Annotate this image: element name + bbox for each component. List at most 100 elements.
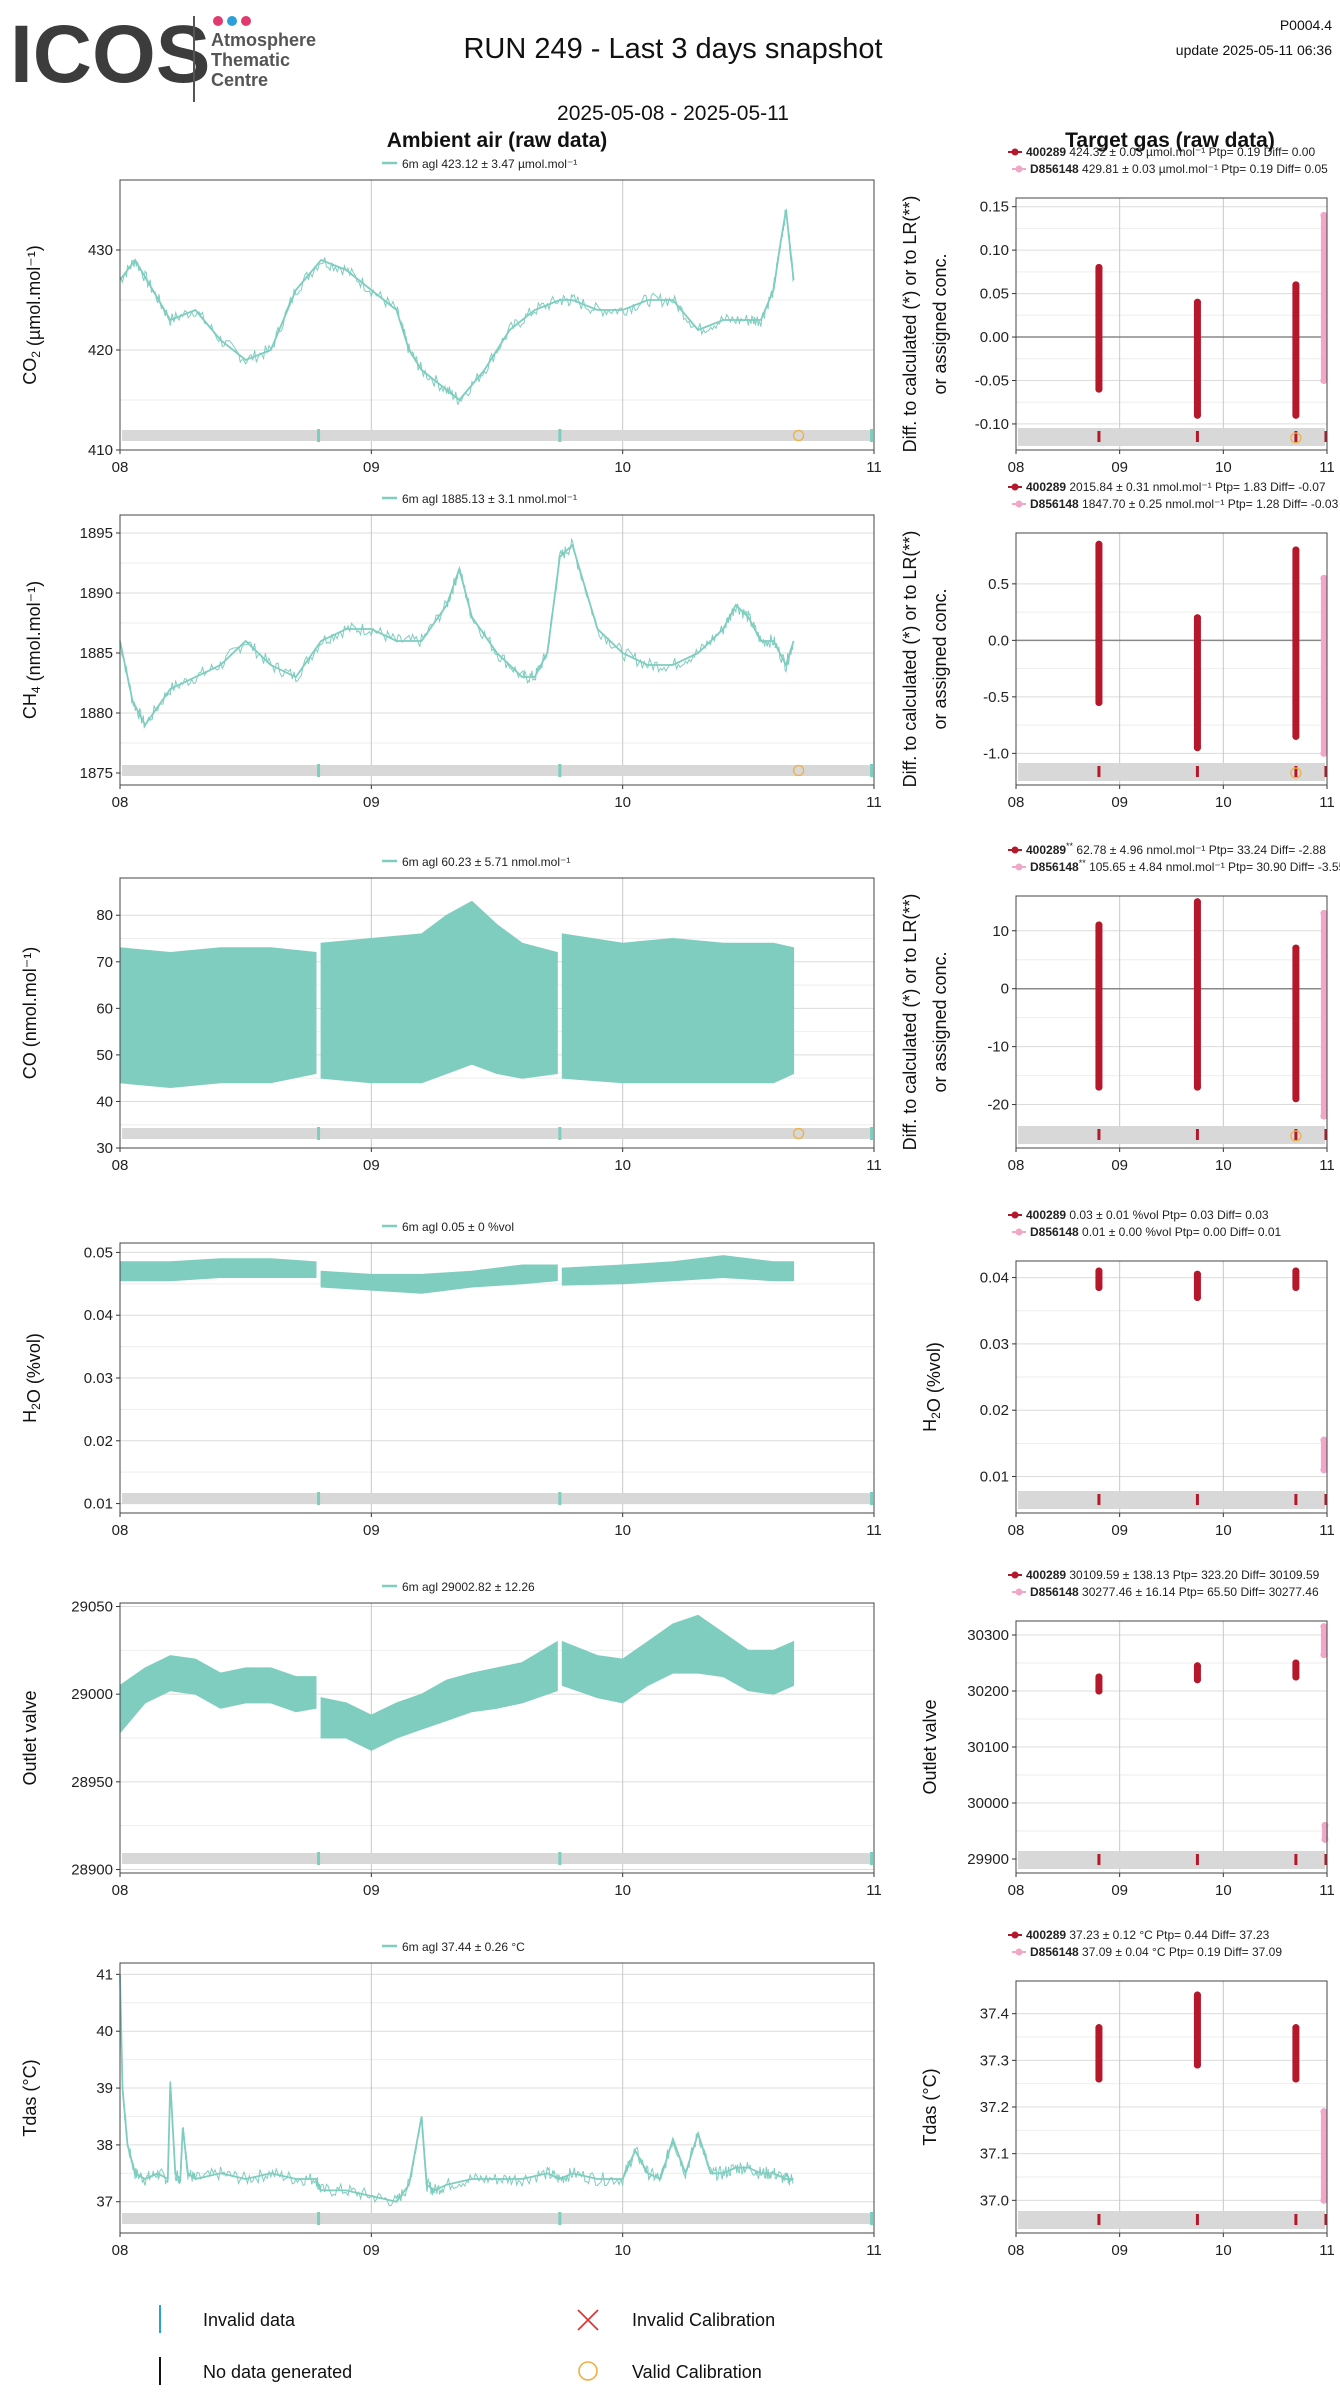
legend-tank-sup: ** <box>1066 841 1074 851</box>
y-tick-label: 30300 <box>967 1627 1009 1644</box>
y-tick-label: 37.1 <box>980 2146 1009 2163</box>
ambient-panel-co-ambient: 30 40 50 60 70 80 08 09 10 11 6m agl 60.23 ± 5.71 … <box>20 855 882 1174</box>
tank-series-point <box>1095 264 1103 272</box>
tank-series-point <box>1193 1991 1201 1999</box>
x-tick-label: 10 <box>1215 1157 1232 1174</box>
tank-series-point <box>1095 1267 1103 1275</box>
tank-series-point <box>1292 1659 1300 1667</box>
legend-tank-id: D856148 <box>1030 497 1079 511</box>
target-ylabel: Diff. to calculated (*) or to LR(**) <box>900 196 920 453</box>
ambient-series-envelope <box>119 1655 317 1735</box>
y-tick-label: 0.01 <box>84 1496 113 1513</box>
y-tick-label: 0.01 <box>980 1469 1009 1486</box>
ambient-ylabel: CO2 (µmol.mol⁻¹) <box>20 245 44 385</box>
legend-tank-dot <box>1015 863 1023 871</box>
y-tick-label: -20 <box>987 1097 1009 1114</box>
y-tick-label: 0.04 <box>84 1307 113 1324</box>
y-tick-label: 0.02 <box>84 1433 113 1450</box>
legend-tank-stats: 37.23 ± 0.12 °C Ptp= 0.44 Diff= 37.23 <box>1066 1928 1270 1942</box>
y-tick-label: -0.05 <box>975 372 1009 389</box>
ambient-series-noise <box>119 208 794 405</box>
y-tick-label: 60 <box>96 1000 113 1017</box>
y-tick-label: -10 <box>987 1039 1009 1056</box>
legend-tank-text: D856148 429.81 ± 0.03 µmol.mol⁻¹ Ptp= 0.… <box>1030 162 1328 176</box>
legend-tank-stats: 2015.84 ± 0.31 nmol.mol⁻¹ Ptp= 1.83 Diff… <box>1066 480 1326 494</box>
y-tick-label: 37.2 <box>980 2099 1009 2116</box>
legend-ambient-text: 6m agl 29002.82 ± 12.26 <box>402 1580 535 1594</box>
tank-series-point <box>1320 1651 1328 1659</box>
flag-band <box>1018 1126 1325 1144</box>
legend-tank-id: D856148 <box>1030 860 1079 874</box>
target-ylabel: Outlet valve <box>920 1699 940 1794</box>
x-tick-label: 11 <box>866 2242 882 2259</box>
tank-series-point <box>1320 2108 1328 2116</box>
legend-tank-id: 400289 <box>1026 1208 1066 1222</box>
tank-series-point <box>1320 1623 1328 1631</box>
x-tick-label: 09 <box>363 1882 380 1899</box>
invalid-calibration-swatch <box>577 2309 599 2331</box>
plot-frame <box>119 1602 875 1874</box>
tank-series-point <box>1193 898 1201 906</box>
valid-calibration-swatch <box>578 2361 598 2381</box>
tank-series-point <box>1292 2024 1300 2032</box>
tank-series-point <box>1193 1293 1201 1301</box>
tank-series-point <box>1320 909 1328 917</box>
x-tick-label: 09 <box>1111 1157 1128 1174</box>
ylabel-part: (nmol.mol⁻¹) <box>24 581 44 687</box>
ambient-series-envelope <box>561 933 795 1084</box>
plot-frame <box>1015 532 1328 786</box>
tank-series-point <box>1193 298 1201 306</box>
x-tick-label: 08 <box>112 1157 129 1174</box>
y-tick-label: 0.03 <box>84 1370 113 1387</box>
ambient-series-line <box>119 543 795 727</box>
target-ylabel-2: or assigned conc. <box>930 951 950 1092</box>
x-tick-label: 09 <box>363 459 380 476</box>
plot-frame <box>1015 1620 1328 1874</box>
x-tick-label: 10 <box>1215 2242 1232 2259</box>
y-tick-label: 0.0 <box>988 632 1009 649</box>
legend-tank-stats: 62.78 ± 4.96 nmol.mol⁻¹ Ptp= 33.24 Diff=… <box>1073 843 1326 857</box>
tank-series-point <box>1095 921 1103 929</box>
flag-band <box>122 1853 872 1864</box>
target-ylabel: Diff. to calculated (*) or to LR(**) <box>900 894 920 1151</box>
legend-tank-text: 400289 37.23 ± 0.12 °C Ptp= 0.44 Diff= 3… <box>1026 1928 1270 1942</box>
y-tick-label: -1.0 <box>983 745 1009 762</box>
tank-series-point <box>1292 732 1300 740</box>
flag-band <box>122 1493 872 1504</box>
flag-band <box>122 430 872 441</box>
x-tick-label: 08 <box>112 794 129 811</box>
ylabel-part: 4 <box>29 686 43 693</box>
y-tick-label: 1880 <box>80 705 113 722</box>
y-tick-label: 30000 <box>967 1795 1009 1812</box>
x-tick-label: 10 <box>614 1522 631 1539</box>
logo-line-2: Thematic <box>211 50 290 70</box>
ylabel-part: CH <box>20 693 40 719</box>
logo-dot-1 <box>213 16 223 26</box>
legend-tank-dot <box>1011 483 1019 491</box>
y-tick-label: 37.0 <box>980 2192 1009 2209</box>
ambient-ylabel: Outlet valve <box>20 1690 40 1785</box>
ambient-series-envelope <box>119 1258 317 1282</box>
x-tick-label: 10 <box>614 459 631 476</box>
y-tick-label: 0.15 <box>980 199 1009 216</box>
page-title: RUN 249 - Last 3 days snapshot <box>463 33 882 65</box>
target-panel-co2-target: -0.10 -0.05 0.00 0.05 0.10 0.15 08 09 10 11 400289… <box>900 145 1335 476</box>
target-ylabel: Diff. to calculated (*) or to LR(**) <box>900 531 920 788</box>
tank-series-point <box>1193 614 1201 622</box>
plot-frame <box>119 514 875 786</box>
x-tick-label: 10 <box>1215 459 1232 476</box>
x-tick-label: 08 <box>1008 1522 1025 1539</box>
legend-tank-text: 400289 424.32 ± 0.03 µmol.mol⁻¹ Ptp= 0.1… <box>1026 145 1315 159</box>
y-tick-label: 0 <box>1001 981 1009 998</box>
target-panel-ch4-target: -1.0 -0.5 0.0 0.5 08 09 10 11 400289 2015.84 ± 0… <box>900 480 1339 811</box>
ambient-panel-ch4-ambient: 1875 1880 1885 1890 1895 08 09 10 11 6m agl 1885.… <box>20 492 882 811</box>
tank-series-point <box>1193 2061 1201 2069</box>
y-tick-label: 0.05 <box>84 1244 113 1261</box>
legend-tank-dot <box>1015 1948 1023 1956</box>
x-tick-label: 10 <box>614 2242 631 2259</box>
flag-band <box>122 1128 872 1139</box>
y-tick-label: 410 <box>88 442 113 459</box>
x-tick-label: 11 <box>1319 459 1335 476</box>
flag-band <box>1018 2211 1325 2229</box>
